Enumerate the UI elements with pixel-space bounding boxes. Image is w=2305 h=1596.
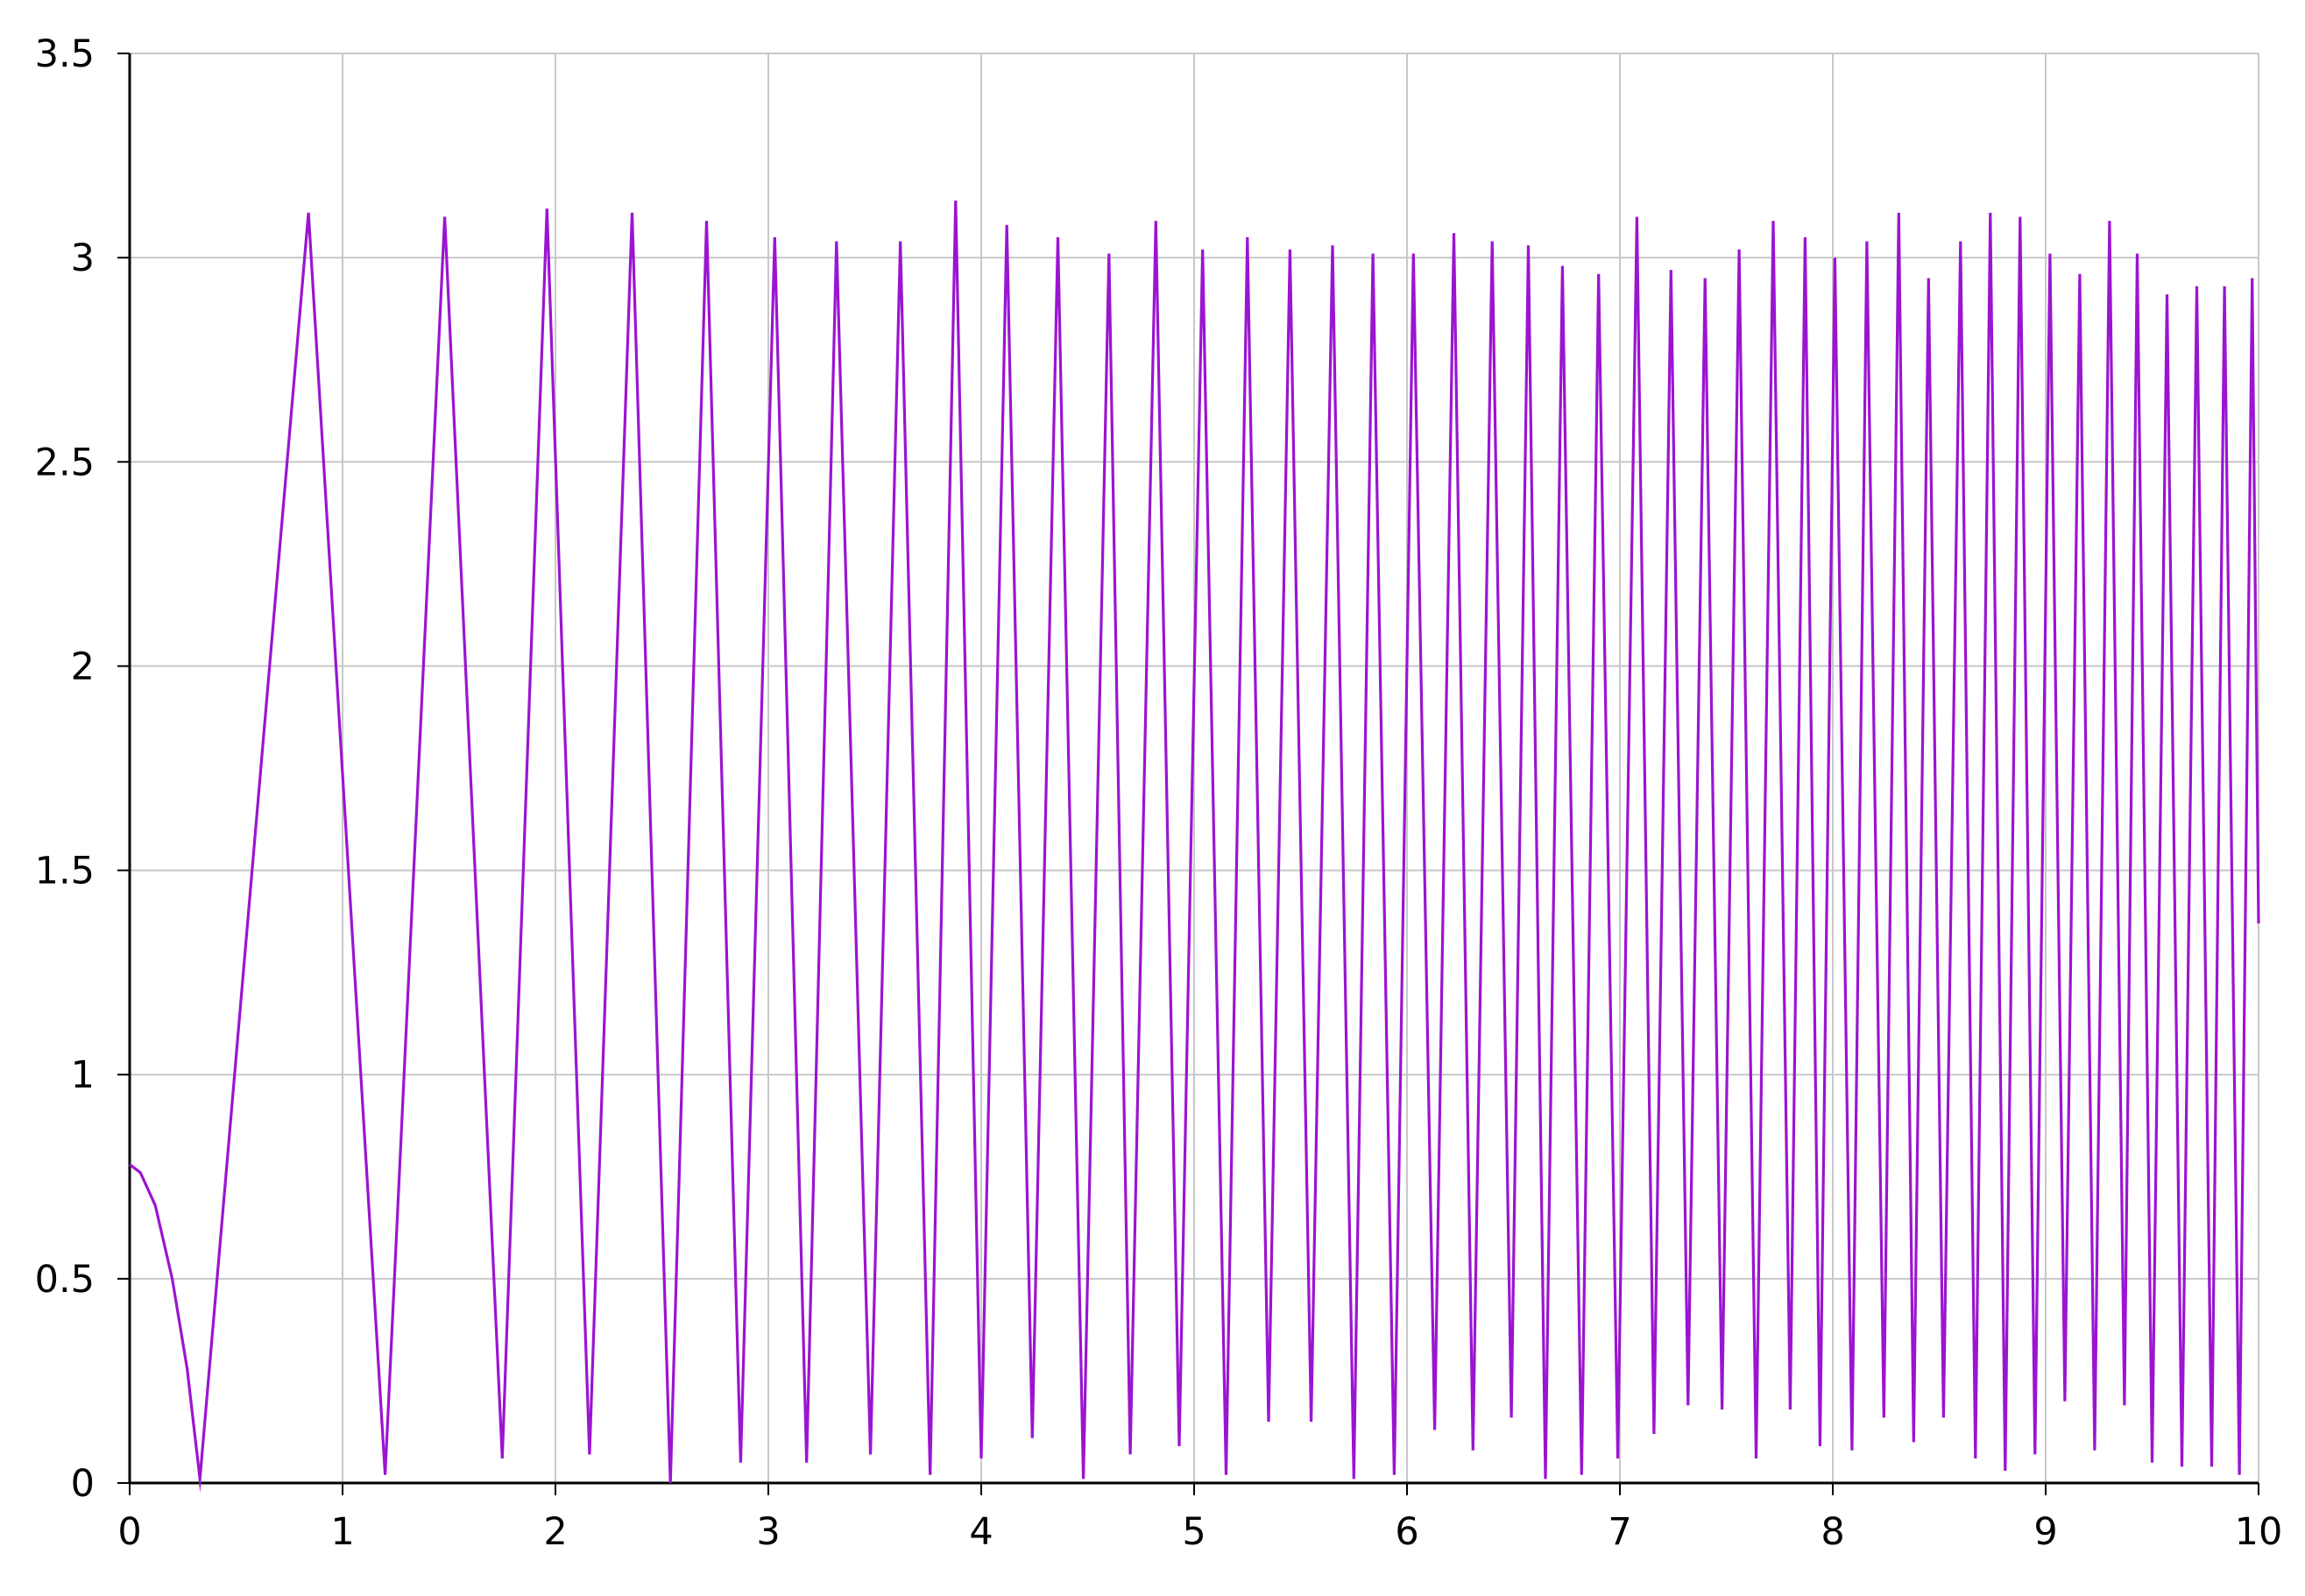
x-tick-label: 5 [1182, 1510, 1206, 1554]
x-tick-label: 10 [2235, 1510, 2283, 1554]
x-tick-label: 8 [1821, 1510, 1844, 1554]
x-tick-label: 9 [2033, 1510, 2057, 1554]
y-tick-label: 2.5 [35, 441, 95, 484]
x-tick-label: 0 [117, 1510, 141, 1554]
y-tick-label: 2 [71, 645, 95, 689]
x-tick-label: 6 [1395, 1510, 1418, 1554]
x-tick-label: 3 [756, 1510, 780, 1554]
x-tick-label: 4 [969, 1510, 993, 1554]
series-line [129, 200, 2260, 1494]
y-tick-label: 3.5 [35, 32, 95, 76]
y-tick-label: 0 [71, 1462, 95, 1506]
x-tick-label: 2 [543, 1510, 567, 1554]
y-tick-label: 0.5 [35, 1258, 95, 1302]
x-tick-label: 7 [1608, 1510, 1631, 1554]
axes [117, 53, 2259, 1495]
series-layer [129, 200, 2260, 1494]
x-tick-label: 1 [330, 1510, 354, 1554]
y-tick-label: 1.5 [35, 850, 95, 893]
y-tick-label: 1 [71, 1054, 95, 1098]
tick-labels: 0 1 2 3 4 5 6 7 8 9 10 0 0.5 1 1.5 2 2.5 3 3.5 [35, 32, 2283, 1554]
y-tick-label: 3 [71, 237, 95, 280]
